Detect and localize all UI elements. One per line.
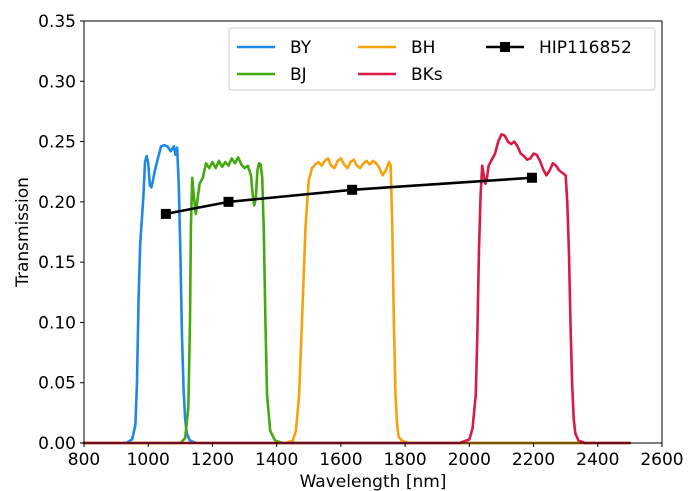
legend: BY BJ BH BKs HIP116852 xyxy=(228,27,656,91)
y-tick-label: 0.20 xyxy=(38,193,76,213)
x-tick-label: 2600 xyxy=(640,450,683,470)
legend-label-by: BY xyxy=(290,38,312,58)
series-line-by xyxy=(82,143,632,445)
x-tick-label: 1000 xyxy=(127,450,170,470)
x-tick-label: 2400 xyxy=(576,450,619,470)
legend-marker-hip116852 xyxy=(500,42,510,52)
x-tick-label: 2200 xyxy=(512,450,555,470)
series-line-hip116852 xyxy=(164,176,534,216)
series-layer xyxy=(82,133,632,445)
ticks-layer: 800 1000 1200 1400 1600 1800 2000 2200 2400 2600 0… xyxy=(38,12,683,470)
y-tick-label: 0.05 xyxy=(38,374,76,394)
series-line-bks xyxy=(82,133,632,445)
x-tick-label: 800 xyxy=(68,450,100,470)
x-axis-label: Wavelength [nm] xyxy=(300,472,447,491)
data-point-hip116852 xyxy=(347,184,358,195)
y-tick-label: 0.00 xyxy=(38,434,76,454)
x-tick-label: 1600 xyxy=(319,450,362,470)
y-axis-label: Transmission xyxy=(13,177,33,288)
x-tick-label: 2000 xyxy=(448,450,491,470)
y-tick-label: 0.10 xyxy=(38,313,76,333)
legend-label-bj: BJ xyxy=(290,65,307,85)
legend-label-bks: BKs xyxy=(411,65,443,85)
series-line-bj xyxy=(82,155,632,445)
data-point-hip116852 xyxy=(223,196,234,207)
data-point-hip116852 xyxy=(160,208,171,219)
y-tick-label: 0.15 xyxy=(38,253,76,273)
data-point-hip116852 xyxy=(526,172,537,183)
y-tick-label: 0.25 xyxy=(38,133,76,153)
x-tick-label: 1200 xyxy=(191,450,234,470)
legend-box xyxy=(228,27,656,91)
x-tick-label: 1800 xyxy=(383,450,426,470)
legend-label-bh: BH xyxy=(411,38,435,58)
legend-label-hip116852: HIP116852 xyxy=(539,38,632,58)
x-tick-label: 1400 xyxy=(255,450,298,470)
plot-frame xyxy=(83,20,663,444)
y-tick-label: 0.30 xyxy=(38,72,76,92)
series-line-bh xyxy=(82,157,632,445)
y-tick-label: 0.35 xyxy=(38,12,76,32)
